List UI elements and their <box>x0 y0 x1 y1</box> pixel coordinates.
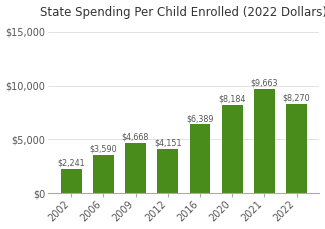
Bar <box>189 125 211 193</box>
Title: State Spending Per Child Enrolled (2022 Dollars): State Spending Per Child Enrolled (2022 … <box>40 5 325 19</box>
Text: $2,241: $2,241 <box>57 159 85 168</box>
Text: $6,389: $6,389 <box>186 114 214 123</box>
Bar <box>125 143 146 193</box>
Text: $4,151: $4,151 <box>154 138 182 147</box>
Bar <box>157 149 178 193</box>
Text: $8,184: $8,184 <box>218 95 246 104</box>
Bar <box>61 169 82 193</box>
Bar <box>222 105 243 193</box>
Text: $9,663: $9,663 <box>251 79 278 88</box>
Bar <box>93 155 114 193</box>
Text: $4,668: $4,668 <box>122 133 149 142</box>
Bar <box>254 89 275 193</box>
Bar <box>286 104 307 193</box>
Text: $8,270: $8,270 <box>283 94 310 103</box>
Text: $3,590: $3,590 <box>89 144 117 153</box>
